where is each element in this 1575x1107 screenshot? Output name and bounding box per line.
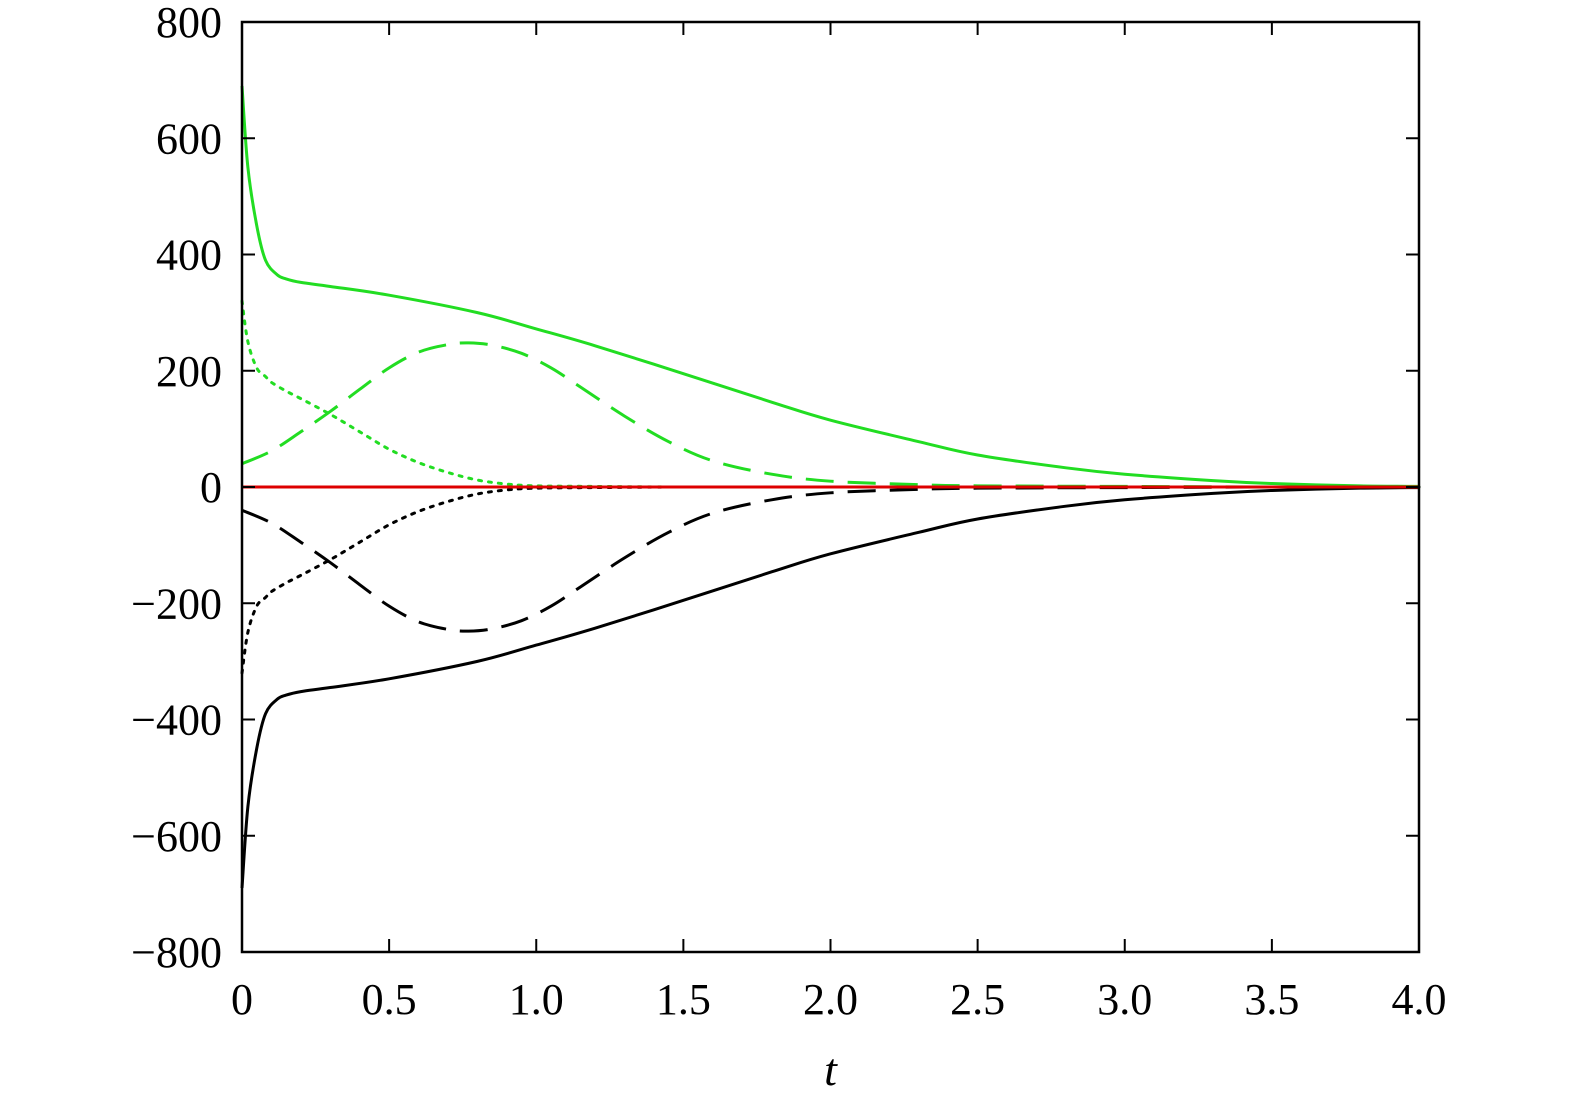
y-tick-label: 400: [156, 231, 222, 280]
x-tick-label: 0.5: [362, 975, 417, 1024]
series-green-solid: [240, 85, 1420, 488]
ticks-layer: [241, 21, 1420, 953]
y-tick-label: −200: [131, 579, 222, 628]
series-black-solid: [240, 486, 1420, 889]
x-tick-label: 3.5: [1244, 975, 1299, 1024]
y-tick-label: −400: [131, 696, 222, 745]
y-tick-label: 0: [200, 463, 222, 512]
x-tick-label: 4.0: [1392, 975, 1447, 1024]
x-tick-label: 1.5: [656, 975, 711, 1024]
x-tick-label: 3.0: [1097, 975, 1152, 1024]
y-tick-label: −800: [131, 928, 222, 977]
series-layer: [240, 85, 1421, 889]
x-tick-label: 1.0: [509, 975, 564, 1024]
series-black-dashed: [241, 485, 1420, 633]
y-tick-label: 600: [156, 114, 222, 163]
series-black-dotted: [240, 485, 1421, 675]
series-green-dotted: [240, 299, 1421, 489]
x-tick-label: 0: [231, 975, 253, 1024]
series-green-dashed: [241, 341, 1420, 489]
x-axis-title: t: [824, 1044, 838, 1095]
x-tick-label: 2.5: [950, 975, 1005, 1024]
y-tick-label: −600: [131, 812, 222, 861]
labels-layer: 0 0.5 1.0 1.5 2.0 2.5 3.0 3.5 4.0 −800 −600 −400 −20…: [131, 0, 1446, 1024]
y-tick-label: 200: [156, 347, 222, 396]
x-tick-label: 2.0: [803, 975, 858, 1024]
y-tick-label: 800: [156, 0, 222, 47]
